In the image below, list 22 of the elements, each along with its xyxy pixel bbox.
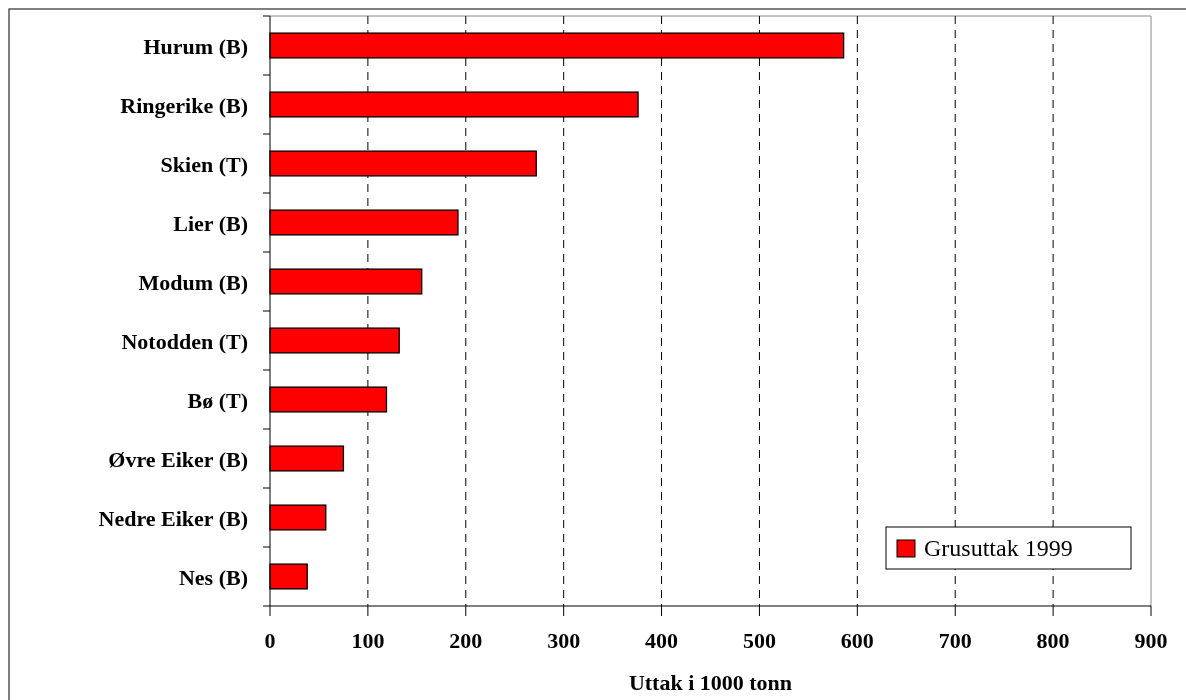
y-tick-label: Bø (T) <box>187 387 248 413</box>
x-tick-label: 900 <box>1134 628 1168 653</box>
y-tick-label: Skien (T) <box>160 151 248 177</box>
y-tick-label: Modum (B) <box>138 269 248 295</box>
y-tick-label: Lier (B) <box>173 210 248 236</box>
y-tick-label: Ringerike (B) <box>120 92 248 118</box>
x-tick-label: 100 <box>351 628 385 653</box>
y-tick-label: Nes (B) <box>178 564 248 590</box>
y-tick-label: Øvre Eiker (B) <box>108 446 248 472</box>
legend-label: Grusuttak 1999 <box>924 535 1073 561</box>
y-tick-label: Hurum (B) <box>143 33 248 59</box>
x-tick-label: 0 <box>264 628 276 653</box>
x-tick-label: 400 <box>645 628 679 653</box>
x-tick-label: 700 <box>938 628 972 653</box>
x-tick-label: 200 <box>449 628 483 653</box>
y-tick-label: Notodden (T) <box>121 328 248 354</box>
x-tick-label: 300 <box>547 628 581 653</box>
y-tick-label: Nedre Eiker (B) <box>98 505 248 531</box>
x-tick-label: 500 <box>742 628 776 653</box>
x-tick-label: 800 <box>1036 628 1070 653</box>
x-tick-label: 600 <box>840 628 874 653</box>
x-axis-title: Uttak i 1000 tonn <box>628 670 793 695</box>
